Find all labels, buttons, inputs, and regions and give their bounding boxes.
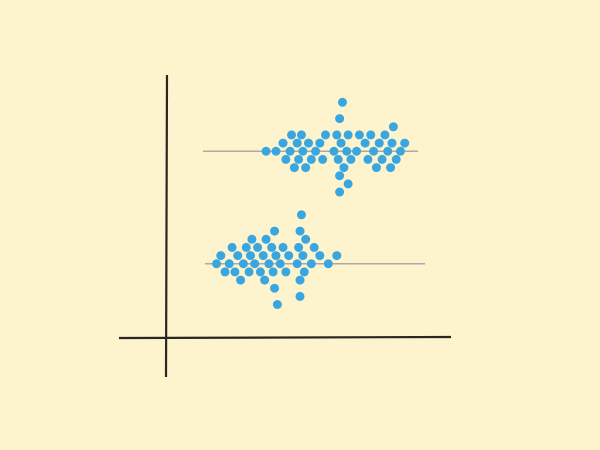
dot [264, 259, 274, 269]
dot [346, 154, 356, 164]
dot [400, 138, 410, 148]
dot [377, 154, 387, 164]
dot [298, 146, 308, 156]
dot [388, 122, 398, 132]
dot [329, 146, 339, 156]
dot [295, 275, 305, 285]
dot [354, 130, 364, 140]
dot [224, 259, 234, 269]
dot [320, 130, 330, 140]
dot [366, 130, 376, 140]
dot [299, 267, 309, 277]
dot [284, 251, 294, 261]
dot [337, 97, 347, 107]
dot [383, 146, 393, 156]
dot [289, 163, 299, 173]
dot [261, 146, 271, 156]
dot [281, 267, 291, 277]
dot [343, 179, 353, 189]
dot [233, 251, 243, 261]
dot [250, 259, 260, 269]
dot [315, 138, 325, 148]
dot [247, 234, 257, 244]
dot [212, 259, 222, 269]
dot [380, 130, 390, 140]
dot [296, 210, 306, 220]
dot [301, 163, 311, 173]
dot [335, 114, 345, 124]
dot [287, 130, 297, 140]
dot [318, 154, 328, 164]
dot [272, 300, 282, 310]
dot [220, 267, 230, 277]
dot [253, 242, 263, 252]
dot [271, 146, 281, 156]
dot [374, 138, 384, 148]
dot [332, 251, 342, 261]
dot [292, 138, 302, 148]
dot [335, 171, 345, 181]
dot [294, 242, 304, 252]
dot [323, 259, 333, 269]
dot [238, 259, 248, 269]
dot [270, 226, 280, 236]
dot [306, 154, 316, 164]
dot [306, 259, 316, 269]
dot [315, 251, 325, 261]
dot [292, 259, 302, 269]
dot [386, 163, 396, 173]
dot [230, 267, 240, 277]
dot [281, 154, 291, 164]
dot [339, 163, 349, 173]
dot [285, 146, 295, 156]
dot [360, 138, 370, 148]
dot [216, 251, 226, 261]
dot [335, 187, 345, 197]
dot [236, 275, 246, 285]
dot [371, 163, 381, 173]
dot [333, 154, 343, 164]
dot [352, 146, 362, 156]
y-axis [164, 74, 169, 378]
dot [258, 251, 268, 261]
dot [296, 130, 306, 140]
dot [395, 146, 405, 156]
dot [270, 283, 280, 293]
x-axis [118, 335, 452, 340]
dot [304, 138, 313, 148]
dot [261, 234, 271, 244]
dot [387, 138, 397, 148]
dot [343, 130, 353, 140]
dot [268, 267, 278, 277]
dot [275, 259, 285, 269]
dot [267, 242, 277, 252]
dot [391, 154, 401, 164]
dot [342, 146, 352, 156]
dot [309, 242, 319, 252]
dot [260, 275, 270, 285]
dot [301, 234, 311, 244]
dot [227, 242, 237, 252]
dot [311, 146, 321, 156]
dot [295, 291, 305, 301]
dot [298, 251, 308, 261]
dot [369, 146, 379, 156]
dot [244, 267, 254, 277]
dot [332, 130, 342, 140]
dot [295, 226, 305, 236]
dot [294, 154, 304, 164]
dot [271, 251, 281, 261]
dot [278, 138, 288, 148]
dot [245, 251, 255, 261]
dot [336, 138, 346, 148]
dot [278, 242, 288, 252]
dot [363, 154, 373, 164]
dot [255, 267, 265, 277]
dot [241, 242, 251, 252]
